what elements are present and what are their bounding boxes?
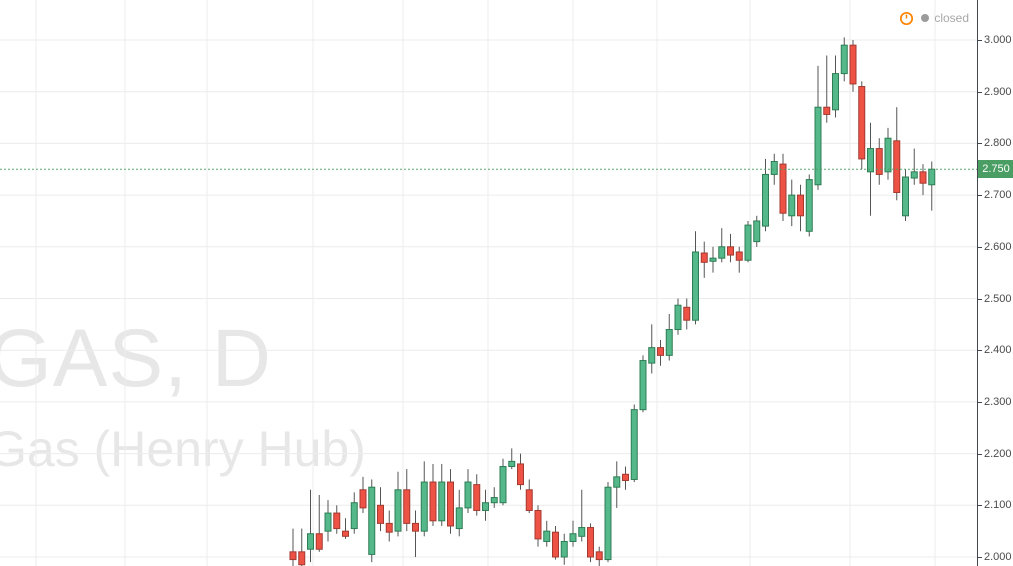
candle[interactable] [543,530,551,542]
candle[interactable] [613,476,621,488]
candle[interactable] [797,194,804,217]
candle[interactable] [569,533,577,542]
candle[interactable] [499,466,507,504]
price-tick: 2.600 [978,240,1013,254]
candle[interactable] [674,304,682,331]
candlestick-chart[interactable] [0,0,977,566]
candle[interactable] [429,481,437,522]
candle[interactable] [832,73,839,111]
candle[interactable] [560,540,568,558]
candle[interactable] [298,551,306,566]
candle[interactable] [875,148,883,175]
candle[interactable] [307,533,314,550]
candle[interactable] [902,176,909,217]
status-dot-icon [921,14,930,22]
candle[interactable] [359,489,367,509]
price-tick: 2.300 [978,395,1013,409]
candle[interactable] [324,512,332,532]
candle[interactable] [884,137,892,173]
candle[interactable] [639,360,647,411]
price-tick: 2.200 [978,447,1013,461]
last-price-label: 2.750 [978,160,1013,179]
candle[interactable] [455,507,463,530]
chart-pane[interactable]: GAS, D Gas (Henry Hub) [0,0,977,566]
candle[interactable] [630,409,638,480]
candle[interactable] [657,347,664,356]
candle[interactable] [587,527,594,558]
candle[interactable] [788,194,796,217]
candle[interactable] [464,481,472,509]
price-tick: 2.500 [978,292,1013,306]
candle[interactable] [849,44,857,85]
candle[interactable] [333,512,341,530]
candle[interactable] [517,463,524,486]
candle[interactable] [762,173,769,227]
candle[interactable] [368,486,376,555]
candle[interactable] [525,489,533,511]
candle[interactable] [385,522,393,533]
candle[interactable] [718,246,726,259]
candle[interactable] [928,168,936,186]
candle[interactable] [438,481,446,522]
candle[interactable] [315,533,323,550]
candle[interactable] [823,106,831,115]
clock-icon[interactable] [899,11,914,26]
candle[interactable] [394,489,402,532]
candle[interactable] [867,148,874,173]
candle[interactable] [289,551,297,561]
candle[interactable] [805,179,813,232]
candle[interactable] [508,460,516,468]
candle[interactable] [735,251,743,261]
candle[interactable] [622,473,629,481]
candle[interactable] [403,489,411,524]
candle[interactable] [910,171,918,179]
candle[interactable] [595,551,603,561]
status-label: closed [934,11,969,25]
candle[interactable] [377,504,384,524]
price-tick: 3.000 [978,33,1013,47]
candle[interactable] [552,531,559,558]
candle[interactable] [534,509,542,540]
candle[interactable] [858,86,866,160]
candle[interactable] [779,163,787,214]
candle[interactable] [700,252,708,263]
candle[interactable] [578,527,586,537]
price-tick: 2.900 [978,85,1013,99]
candle[interactable] [482,502,489,511]
candle[interactable] [709,257,717,262]
candle[interactable] [893,140,901,194]
candle[interactable] [447,481,454,527]
candle[interactable] [420,481,428,532]
candle[interactable] [648,347,656,364]
price-tick: 2.800 [978,136,1013,150]
candle[interactable] [744,224,752,261]
candle[interactable] [753,220,761,243]
candle[interactable] [342,530,349,537]
price-tick: 2.400 [978,343,1013,357]
candle[interactable] [604,486,612,561]
candle[interactable] [692,251,699,321]
price-axis[interactable]: 2.750 3.000 2.900 2.800 2.700 2.600 2.500 2.40… [977,0,1013,566]
candle[interactable] [412,522,419,532]
market-status: closed [899,10,969,26]
candle[interactable] [770,160,778,175]
candle[interactable] [840,44,848,75]
price-tick: 2.700 [978,188,1013,202]
candle[interactable] [473,484,481,511]
candle[interactable] [919,171,927,184]
candle[interactable] [350,502,358,530]
candle[interactable] [727,246,734,256]
candle[interactable] [490,497,498,504]
price-tick: 2.000 [978,550,1013,564]
candle[interactable] [665,329,673,356]
candle[interactable] [683,306,691,321]
candle[interactable] [814,106,822,186]
price-tick: 2.100 [978,498,1013,512]
